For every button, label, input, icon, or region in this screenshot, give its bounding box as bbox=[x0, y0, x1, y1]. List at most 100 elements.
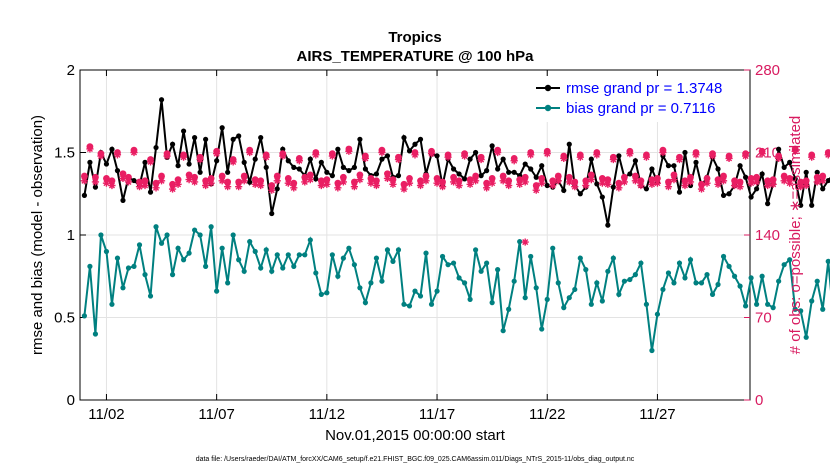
series-3-point bbox=[400, 185, 408, 193]
series-3-point bbox=[455, 181, 463, 190]
series-3-point bbox=[427, 150, 436, 158]
series-1-point bbox=[798, 308, 804, 314]
series-3-point bbox=[642, 153, 651, 161]
series-2-point bbox=[571, 178, 579, 186]
series-0-point bbox=[742, 174, 749, 180]
series-3-point bbox=[681, 181, 689, 190]
series-1-point bbox=[671, 280, 677, 286]
series-0-point bbox=[329, 173, 335, 179]
series-1-point bbox=[434, 288, 440, 294]
series-1-point bbox=[484, 260, 490, 266]
series-3-point bbox=[389, 180, 397, 188]
series-3-point bbox=[543, 150, 551, 158]
series-layer bbox=[80, 97, 830, 354]
series-1-point bbox=[175, 245, 181, 251]
series-2-point bbox=[802, 177, 810, 185]
y2-tick-label: 140 bbox=[755, 227, 780, 244]
series-1-point bbox=[665, 270, 672, 276]
series-2-point bbox=[604, 176, 612, 184]
data-file-footnote: data file: /Users/raeder/DAI/ATM_forcXX/… bbox=[196, 456, 635, 463]
chart-subtitle: AIRS_TEMPERATURE @ 100 hPa bbox=[297, 48, 535, 65]
series-3-point bbox=[775, 154, 783, 162]
series-0-point bbox=[158, 97, 165, 103]
series-1-point bbox=[252, 248, 258, 255]
series-1-point bbox=[461, 280, 468, 286]
series-3-point bbox=[202, 181, 210, 190]
series-0-point bbox=[450, 166, 457, 172]
series-2-point bbox=[406, 175, 413, 182]
series-3-point bbox=[714, 180, 722, 188]
series-1-point bbox=[307, 237, 313, 243]
series-0-point bbox=[787, 159, 793, 165]
series-1-point bbox=[731, 273, 738, 279]
series-0-point bbox=[92, 184, 99, 190]
series-2-point bbox=[764, 177, 772, 185]
series-1-point bbox=[302, 252, 308, 258]
series-1-point bbox=[109, 301, 115, 307]
series-0-point bbox=[180, 128, 187, 134]
series-0-point bbox=[715, 166, 721, 172]
series-0-point bbox=[87, 159, 93, 165]
series-3-point bbox=[102, 179, 111, 187]
series-3-point bbox=[516, 180, 524, 188]
series-0-point bbox=[588, 156, 594, 162]
series-3-point bbox=[168, 185, 177, 193]
series-2-point bbox=[681, 177, 689, 185]
legend-label-rmse: rmse grand pr = 1.3748 bbox=[566, 80, 722, 97]
series-0-point bbox=[456, 171, 462, 177]
series-0-point bbox=[533, 174, 539, 180]
series-1-point bbox=[649, 347, 655, 354]
series-2-point bbox=[720, 172, 727, 180]
series-1-point bbox=[742, 303, 749, 309]
series-1-point bbox=[792, 306, 798, 312]
series-0-point bbox=[814, 169, 820, 175]
series-3-point bbox=[157, 177, 166, 185]
series-2-point bbox=[670, 171, 678, 179]
series-3-point bbox=[279, 152, 287, 160]
series-3-point bbox=[339, 178, 347, 186]
series-0-point bbox=[809, 202, 815, 208]
series-0-point bbox=[561, 187, 567, 194]
series-2-point bbox=[367, 175, 375, 182]
series-2-point bbox=[417, 177, 424, 185]
series-0-point bbox=[247, 179, 253, 185]
series-0-point bbox=[324, 169, 330, 175]
series-3-point bbox=[433, 179, 441, 187]
series-3-point bbox=[725, 154, 733, 162]
series-2-point bbox=[108, 177, 116, 185]
series-1-point bbox=[313, 270, 319, 276]
series-2-point bbox=[384, 170, 391, 178]
series-3-point bbox=[532, 186, 540, 194]
series-3-point bbox=[345, 147, 353, 155]
series-2-point bbox=[472, 172, 480, 180]
series-0-point bbox=[131, 177, 137, 184]
series-1-point bbox=[588, 301, 594, 307]
series-0-point bbox=[748, 194, 754, 200]
series-0-point bbox=[434, 153, 440, 159]
series-1-point bbox=[340, 255, 346, 261]
series-0-point bbox=[280, 146, 286, 152]
series-0-point bbox=[682, 149, 688, 156]
series-1-point bbox=[770, 305, 776, 311]
series-1-point bbox=[236, 257, 242, 263]
series-0-point bbox=[495, 166, 501, 172]
series-2-point bbox=[538, 175, 546, 182]
series-0-point bbox=[103, 161, 110, 167]
series-1-point bbox=[114, 255, 121, 261]
y2-tick-label: 280 bbox=[755, 62, 780, 79]
series-2-point bbox=[753, 173, 761, 181]
series-0-point bbox=[147, 189, 154, 195]
series-2-point bbox=[648, 176, 656, 184]
series-0-point bbox=[384, 153, 391, 159]
series-3-point bbox=[113, 151, 122, 159]
series-1-point bbox=[180, 257, 187, 263]
series-2-point bbox=[273, 172, 281, 180]
series-3-point bbox=[472, 177, 480, 185]
series-1-point bbox=[748, 275, 754, 281]
series-1-point bbox=[456, 275, 462, 281]
series-1-point bbox=[715, 281, 721, 288]
series-1-point bbox=[269, 268, 275, 274]
series-1-point bbox=[147, 293, 154, 299]
series-3-point bbox=[268, 186, 276, 194]
series-1-point bbox=[533, 285, 539, 291]
